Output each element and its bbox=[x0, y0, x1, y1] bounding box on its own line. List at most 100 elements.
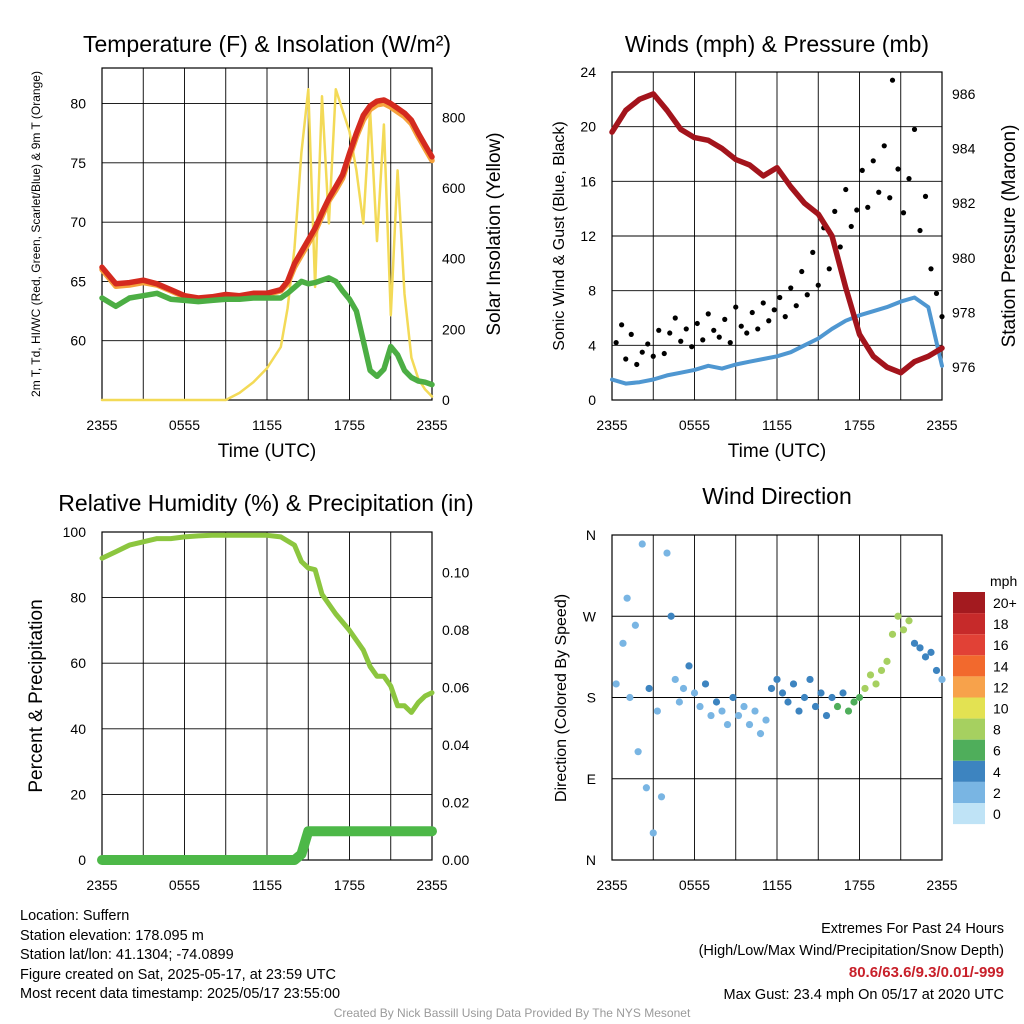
direction-point bbox=[822, 711, 831, 720]
series-station-pressure bbox=[609, 91, 945, 376]
x-tick-label: 1155 bbox=[252, 417, 282, 433]
gust-point bbox=[639, 349, 645, 355]
legend-label: 14 bbox=[993, 658, 1009, 674]
direction-point bbox=[778, 689, 787, 697]
y-tick-label: 100 bbox=[63, 524, 87, 540]
direction-point bbox=[795, 707, 803, 715]
gust-point bbox=[705, 311, 711, 317]
credit-text: Created By Nick Bassill Using Data Provi… bbox=[333, 1006, 691, 1020]
gust-point bbox=[711, 327, 717, 333]
direction-point bbox=[756, 730, 765, 738]
direction-point bbox=[675, 698, 683, 706]
x-tick-label: 1155 bbox=[762, 417, 792, 433]
gust-point bbox=[650, 353, 656, 359]
gust-point bbox=[619, 322, 625, 328]
gust-point bbox=[782, 314, 788, 320]
gust-point bbox=[613, 340, 619, 346]
direction-point bbox=[723, 720, 732, 729]
direction-point bbox=[883, 657, 891, 665]
direction-point bbox=[806, 675, 814, 684]
legend-label: 12 bbox=[993, 679, 1009, 695]
gust-point bbox=[876, 189, 882, 195]
gust-point bbox=[854, 207, 860, 213]
gust-point bbox=[760, 300, 766, 306]
gust-point bbox=[628, 331, 634, 337]
x-tick-label: 2355 bbox=[86, 417, 117, 433]
gust-point bbox=[689, 344, 695, 350]
x-tick-label: 1755 bbox=[844, 877, 875, 893]
direction-point bbox=[626, 693, 634, 702]
x-tick-label: 2355 bbox=[926, 877, 957, 893]
gust-point bbox=[939, 314, 945, 320]
direction-point bbox=[671, 675, 679, 684]
y-tick-label: 70 bbox=[70, 214, 86, 230]
gust-point bbox=[911, 126, 918, 132]
legend-swatch bbox=[953, 655, 985, 677]
y-tick-label: 40 bbox=[70, 721, 86, 737]
legend-label: 10 bbox=[993, 701, 1009, 717]
gust-point bbox=[749, 309, 755, 316]
gust-point bbox=[793, 303, 799, 309]
gust-point bbox=[843, 186, 849, 193]
y-tick-label: 0 bbox=[78, 852, 86, 868]
series-solar-insolation bbox=[100, 87, 434, 402]
legend-swatch bbox=[953, 613, 985, 635]
direction-point bbox=[745, 720, 754, 729]
legend-swatch bbox=[953, 676, 985, 698]
gust-point bbox=[738, 323, 744, 329]
direction-point bbox=[623, 594, 631, 602]
legend-swatch bbox=[953, 718, 985, 740]
legend-label: 18 bbox=[993, 616, 1009, 632]
gust-point bbox=[832, 208, 838, 214]
y2-tick-label: 976 bbox=[952, 359, 976, 375]
gust-point bbox=[716, 334, 722, 340]
gust-point bbox=[826, 266, 832, 272]
direction-point bbox=[642, 784, 650, 792]
direction-point bbox=[905, 617, 913, 625]
gust-point bbox=[922, 193, 929, 199]
x-tick-label: 2355 bbox=[416, 417, 447, 433]
y-tick-label: 0 bbox=[588, 392, 596, 408]
direction-point bbox=[667, 612, 675, 620]
direction-point bbox=[866, 671, 875, 679]
y2-tick-label: 0.02 bbox=[442, 794, 469, 810]
gust-point bbox=[900, 210, 907, 216]
y2-tick-label: 0.04 bbox=[442, 737, 469, 753]
y2-tick-label: 800 bbox=[442, 109, 466, 125]
direction-point bbox=[850, 698, 858, 706]
direction-point bbox=[696, 702, 704, 711]
y-axis-label: Sonic Wind & Gust (Blue, Black) bbox=[551, 121, 568, 350]
direction-point bbox=[877, 666, 886, 675]
x-tick-label: 0555 bbox=[169, 877, 200, 893]
direction-point bbox=[657, 793, 666, 801]
direction-point bbox=[899, 626, 908, 634]
direction-point bbox=[740, 702, 748, 711]
x-tick-label: 0555 bbox=[679, 417, 710, 433]
legend-title: mph bbox=[990, 573, 1017, 589]
y2-tick-label: 0.10 bbox=[442, 564, 469, 580]
gust-point bbox=[645, 341, 651, 347]
direction-point bbox=[767, 684, 776, 693]
y2-tick-label: 986 bbox=[952, 86, 976, 102]
gust-point bbox=[694, 320, 700, 327]
y-tick-label: 20 bbox=[70, 786, 86, 802]
gust-point bbox=[815, 282, 821, 288]
x-tick-label: 2355 bbox=[416, 877, 447, 893]
gust-point bbox=[733, 304, 739, 310]
gust-point bbox=[881, 143, 887, 149]
gust-point bbox=[766, 318, 772, 324]
direction-point bbox=[634, 748, 642, 756]
y2-tick-label: 400 bbox=[442, 251, 466, 267]
x-tick-label: 1755 bbox=[844, 417, 875, 433]
series-sonic-wind bbox=[610, 295, 944, 386]
x-tick-label: 2355 bbox=[86, 877, 117, 893]
series-2m-t bbox=[99, 97, 435, 301]
gust-point bbox=[672, 315, 678, 321]
y2-tick-label: 0 bbox=[442, 392, 450, 408]
y2-tick-label: 982 bbox=[952, 195, 976, 211]
direction-point bbox=[844, 707, 853, 715]
direction-point bbox=[701, 680, 710, 688]
y2-tick-label: 0.06 bbox=[442, 679, 469, 695]
y2-tick-label: 980 bbox=[952, 250, 976, 266]
legend-swatch bbox=[953, 760, 985, 782]
